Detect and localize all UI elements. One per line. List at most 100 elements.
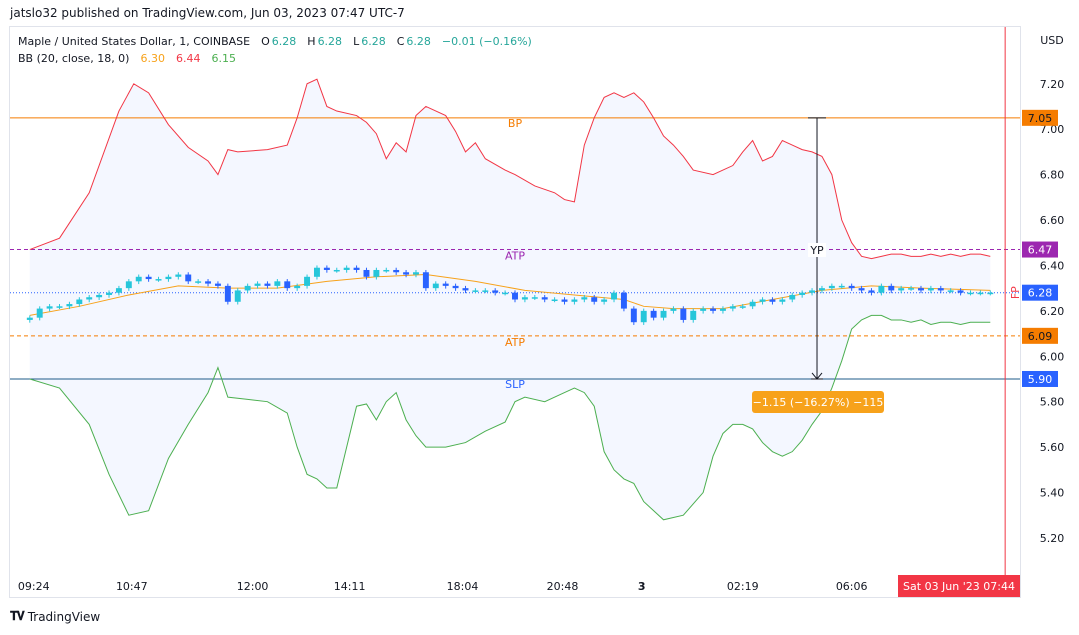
bb-legend[interactable]: BB (20, close, 18, 0) 6.30 6.44 6.15 xyxy=(18,52,238,65)
bb-label: BB (20, close, 18, 0) xyxy=(18,52,130,65)
candle-body xyxy=(26,317,33,320)
fp-label: FP xyxy=(1009,286,1022,299)
candle-body xyxy=(561,299,568,302)
candle-body xyxy=(918,288,924,291)
price-tag-text: 7.05 xyxy=(1028,112,1053,125)
bb-basis-value: 6.30 xyxy=(140,52,165,65)
candle-body xyxy=(254,283,261,286)
x-tick-label: 14:11 xyxy=(334,580,366,593)
candle-body xyxy=(353,267,360,270)
tradingview-logo[interactable]: 𝐓𝐕 TradingView xyxy=(10,609,100,624)
candle-body xyxy=(967,292,974,295)
candle-body xyxy=(264,283,271,286)
candle-body xyxy=(898,288,905,291)
candle-body xyxy=(46,306,53,309)
bb-basis-line xyxy=(29,274,991,316)
price-tag-text: 5.90 xyxy=(1028,373,1053,386)
candle-body xyxy=(789,294,796,300)
price-tag-bp xyxy=(1022,109,1058,126)
chart-frame xyxy=(9,26,1021,598)
candle-body xyxy=(700,308,707,311)
candle-body xyxy=(541,297,548,300)
low-label: L xyxy=(353,35,360,48)
candle-body xyxy=(462,288,469,291)
candle-body xyxy=(987,292,994,295)
symbol-title[interactable]: Maple / United States Dollar, 1, COINBAS… xyxy=(18,35,251,48)
x-tick-label: 20:48 xyxy=(547,580,579,593)
candle-body xyxy=(848,285,855,289)
candle-body xyxy=(551,299,558,301)
bb-upper-value: 6.44 xyxy=(175,52,201,65)
candle-body xyxy=(838,285,845,288)
candle-body xyxy=(858,288,865,291)
x-tick-label: 09:24 xyxy=(18,580,50,593)
candle-body xyxy=(591,297,598,302)
candle-body xyxy=(818,288,825,291)
high-label: H xyxy=(307,35,316,48)
tradingview-logo-icon: 𝐓𝐕 xyxy=(10,609,25,623)
candle-body xyxy=(413,272,419,275)
candle-body xyxy=(106,292,112,295)
y-tick-label: 6.80 xyxy=(1040,169,1065,182)
candle-body xyxy=(719,308,726,311)
candle-body xyxy=(472,290,479,292)
measure-result-box xyxy=(752,390,885,413)
candle-body xyxy=(432,283,439,289)
candle-body xyxy=(601,299,608,302)
candle-body xyxy=(244,285,251,291)
x-tick-label: 12:00 xyxy=(237,580,269,593)
low-value: 6.28 xyxy=(361,35,386,48)
candle-body xyxy=(96,294,103,298)
measure-label: YP xyxy=(809,244,824,257)
time-badge-text: Sat 03 Jun '23 07:44 xyxy=(903,580,1015,593)
candle-body xyxy=(175,274,182,277)
candle-body xyxy=(155,279,162,281)
candle-body xyxy=(571,299,578,302)
candle-body xyxy=(680,308,687,320)
bb-upper-line xyxy=(29,78,991,260)
price-tag-atp xyxy=(1022,327,1058,344)
candle-body xyxy=(76,299,83,305)
candle-body xyxy=(759,299,766,302)
y-tick-label: 7.00 xyxy=(1040,123,1065,136)
close-label: C xyxy=(396,35,405,48)
candle-body xyxy=(86,297,93,300)
candle-body xyxy=(660,310,667,318)
candle-body xyxy=(135,276,142,282)
candle-body xyxy=(502,292,509,295)
candle-body xyxy=(363,269,370,277)
candle-body xyxy=(393,269,400,273)
candle-body xyxy=(304,276,311,286)
bb-lower-value: 6.15 xyxy=(211,52,236,65)
candle-body xyxy=(343,267,350,270)
candle-body xyxy=(947,290,954,292)
candle-body xyxy=(620,292,627,309)
x-tick-label: 3 xyxy=(638,580,646,593)
candle-body xyxy=(729,306,736,309)
candle-body xyxy=(482,290,489,292)
price-chart[interactable]: BP ATP ATP SLP YP −1.15 (−16.27%) −115 FP 7.20 7… xyxy=(0,0,1079,600)
candle-body xyxy=(769,299,776,302)
price-tag-atp xyxy=(1022,241,1058,258)
candle-body xyxy=(323,267,330,270)
candle-body xyxy=(274,281,281,286)
measure-result-text: −1.15 (−16.27%) −115 xyxy=(753,396,884,409)
candle-body xyxy=(809,290,816,293)
candle-body xyxy=(710,308,717,311)
y-tick-label: 7.20 xyxy=(1040,78,1065,91)
level-label-slp: SLP xyxy=(505,378,525,391)
candle-body xyxy=(214,283,221,286)
bb-lower-line xyxy=(29,314,991,521)
y-tick-label: 5.60 xyxy=(1040,441,1065,454)
candle-body xyxy=(452,285,459,289)
y-tick-label: 6.20 xyxy=(1040,305,1065,318)
candle-body xyxy=(145,276,152,280)
candle-body xyxy=(224,285,231,302)
candle-body xyxy=(957,290,964,293)
candle-body xyxy=(234,290,241,302)
candle-body xyxy=(442,283,449,286)
candle-body xyxy=(630,308,637,323)
candle-body xyxy=(828,285,835,289)
high-value: 6.28 xyxy=(317,35,343,48)
candle-body xyxy=(284,281,291,289)
